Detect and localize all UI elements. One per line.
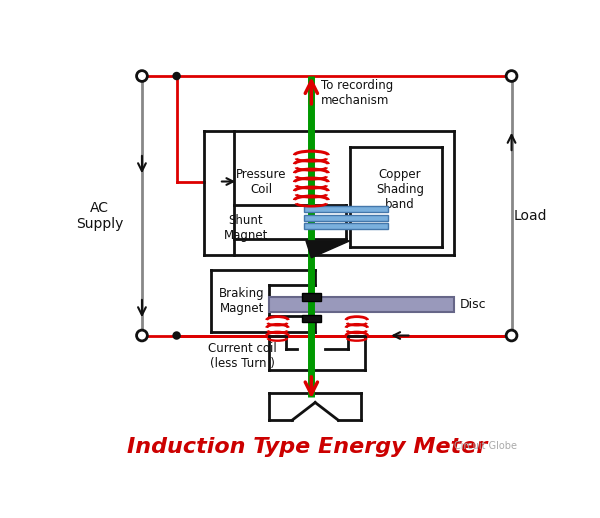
Circle shape (172, 72, 181, 80)
Bar (304, 206, 388, 212)
Circle shape (506, 330, 517, 341)
Text: Circuit Globe: Circuit Globe (454, 441, 517, 451)
Text: Disc: Disc (460, 298, 487, 311)
Bar (302, 293, 320, 301)
Bar (302, 315, 320, 322)
Text: Load: Load (514, 209, 548, 223)
Text: Copper
Shading
band: Copper Shading band (376, 168, 424, 211)
Circle shape (137, 70, 148, 81)
Text: Pressure
Coil: Pressure Coil (236, 167, 287, 195)
Text: To recording
mechanism: To recording mechanism (320, 79, 393, 107)
Polygon shape (306, 241, 350, 258)
Text: AC
Supply: AC Supply (76, 201, 123, 231)
Text: Induction Type Energy Meter: Induction Type Energy Meter (127, 437, 488, 457)
Text: Current coil
(less Turn ): Current coil (less Turn ) (208, 342, 277, 370)
Text: Braking
Magnet: Braking Magnet (219, 287, 265, 315)
Bar (269, 297, 454, 312)
Circle shape (506, 70, 517, 81)
Circle shape (137, 330, 148, 341)
Circle shape (172, 332, 181, 340)
Text: Shunt
Magnet: Shunt Magnet (224, 214, 268, 242)
Bar (304, 223, 388, 229)
Bar (304, 214, 388, 221)
